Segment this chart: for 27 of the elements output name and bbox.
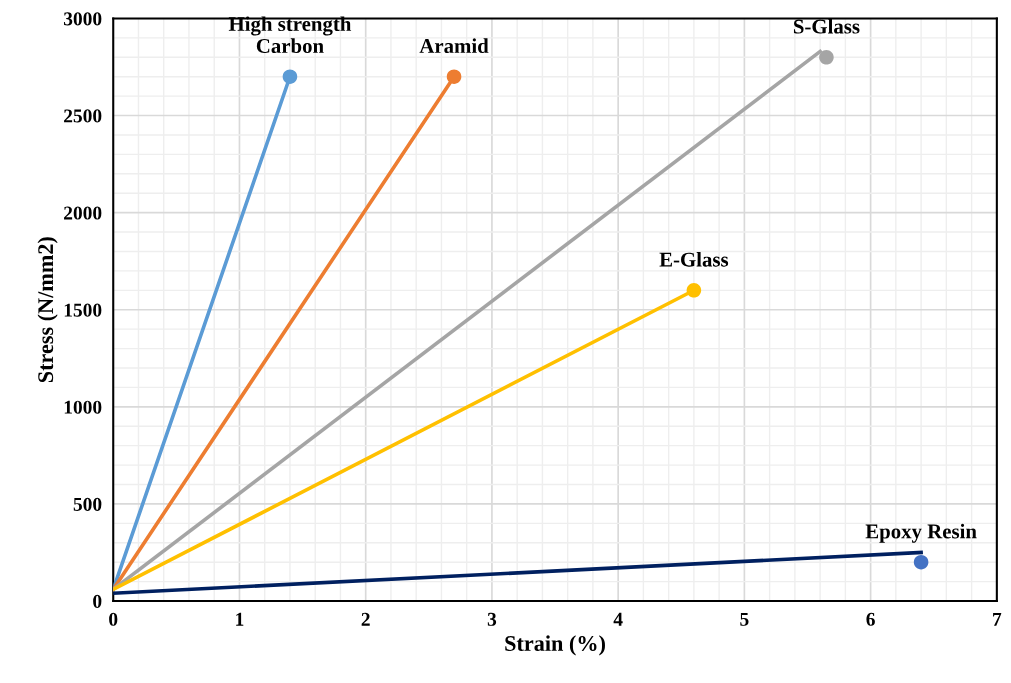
point — [819, 50, 834, 65]
y-tick-label: 3000 — [63, 12, 102, 26]
series-label: S-Glass — [793, 18, 860, 34]
x-tick-label: 3 — [487, 612, 497, 626]
x-tick-label: 2 — [361, 612, 370, 626]
y-axis-title: Stress (N/mm2) — [37, 237, 58, 383]
x-tick-label: 5 — [740, 612, 749, 626]
x-tick-label: 7 — [993, 612, 1002, 626]
point — [913, 554, 929, 570]
y-tick-label: 2000 — [64, 206, 102, 220]
point — [446, 69, 462, 84]
x-tick-label: 0 — [109, 612, 118, 626]
series-label: E-Glass — [659, 251, 729, 267]
series-label: Aramid — [419, 38, 489, 54]
y-tick-label: 2500 — [64, 109, 102, 123]
x-tick-label: 6 — [866, 612, 875, 626]
point — [282, 69, 298, 84]
x-tick-label: 1 — [236, 612, 244, 626]
series-label: High strength Carbon — [228, 16, 352, 54]
x-axis-title: Strain (%) — [505, 635, 605, 656]
y-tick-label: 1500 — [64, 303, 102, 317]
y-tick-label: 500 — [73, 497, 102, 511]
point — [686, 283, 702, 298]
x-tick-label: 4 — [613, 612, 623, 626]
y-tick-label: 1000 — [64, 400, 102, 414]
series-label: Epoxy Resin — [865, 523, 977, 543]
y-tick-label: 0 — [93, 594, 102, 608]
